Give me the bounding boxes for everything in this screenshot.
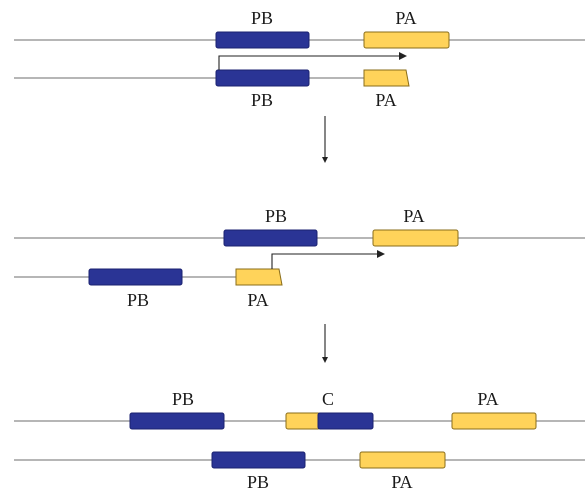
pa-segment bbox=[359, 451, 446, 469]
chimera-pb-part bbox=[317, 412, 374, 430]
stage-1: PB PA PB PA bbox=[14, 8, 585, 110]
pa-segment bbox=[372, 229, 459, 247]
pb-label: PB bbox=[251, 90, 273, 110]
pa-label: PA bbox=[391, 472, 412, 492]
pa-label: PA bbox=[403, 206, 424, 226]
pb-segment bbox=[211, 451, 306, 469]
chimera-label: C bbox=[322, 389, 334, 409]
pa-label: PA bbox=[477, 389, 498, 409]
step-arrow-head bbox=[322, 357, 328, 363]
pb-segment bbox=[223, 229, 318, 247]
pb-segment bbox=[215, 31, 310, 49]
step-arrow-head bbox=[322, 157, 328, 163]
pa-label: PA bbox=[395, 8, 416, 28]
pa-truncated-segment bbox=[235, 268, 283, 286]
stage-2: PB PA PB PA bbox=[14, 206, 585, 310]
pa-segment bbox=[363, 31, 450, 49]
pa-label: PA bbox=[375, 90, 396, 110]
pb-segment bbox=[215, 69, 310, 87]
read-through-arrow bbox=[218, 52, 407, 70]
pb-segment bbox=[129, 412, 225, 430]
pb-segment bbox=[88, 268, 183, 286]
pa-truncated-segment bbox=[363, 69, 410, 87]
pb-label: PB bbox=[265, 206, 287, 226]
read-through-arrow bbox=[271, 250, 385, 269]
pa-label: PA bbox=[247, 290, 268, 310]
chimera-pa-part bbox=[285, 412, 321, 430]
stage-3: PB C PA PB PA bbox=[14, 389, 585, 492]
pb-label: PB bbox=[247, 472, 269, 492]
pa-segment bbox=[451, 412, 537, 430]
pb-label: PB bbox=[172, 389, 194, 409]
pb-label: PB bbox=[251, 8, 273, 28]
pb-label: PB bbox=[127, 290, 149, 310]
